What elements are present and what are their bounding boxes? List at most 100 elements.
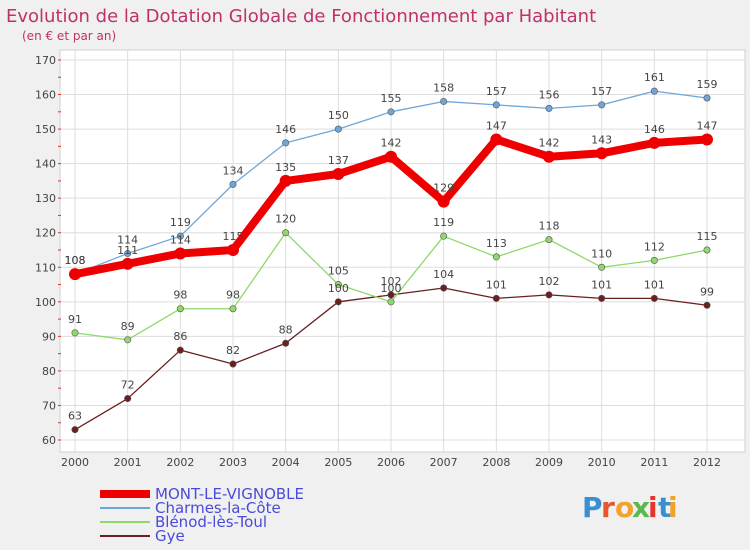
data-point [598, 294, 606, 302]
data-point [545, 236, 553, 244]
data-point [387, 108, 395, 116]
data-label: 110 [591, 247, 612, 260]
y-tick-label: 100 [35, 296, 56, 309]
data-label: 104 [433, 268, 454, 281]
data-point [334, 298, 342, 306]
data-label: 157 [591, 85, 612, 98]
y-tick-label: 70 [42, 399, 56, 412]
data-point [650, 256, 658, 264]
data-point [71, 329, 79, 337]
data-point [332, 168, 345, 180]
data-point [334, 125, 342, 133]
x-tick-label: 2009 [535, 456, 563, 469]
data-point [124, 249, 132, 257]
data-point [437, 195, 450, 208]
data-label: 142 [381, 137, 402, 150]
data-point [701, 133, 713, 146]
data-label: 120 [275, 213, 296, 226]
x-tick-label: 2012 [693, 456, 721, 469]
data-point [545, 104, 553, 112]
plot-area [59, 49, 746, 453]
data-point [229, 360, 237, 368]
data-point [174, 247, 187, 260]
logo-letter: x [632, 491, 650, 524]
data-point [121, 257, 134, 270]
logo-letter: r [601, 491, 615, 524]
logo-letter: o [615, 491, 634, 524]
data-point [648, 136, 661, 149]
x-tick-label: 2004 [272, 456, 300, 469]
logo-letter: t [658, 491, 671, 524]
legend-label: MONT-LE-VIGNOBLE [155, 485, 304, 503]
data-label: 161 [644, 71, 665, 84]
series-group [69, 87, 713, 434]
logo-letter: i [648, 491, 658, 524]
data-point [385, 150, 397, 163]
data-label: 102 [381, 275, 402, 288]
data-label: 91 [68, 313, 82, 326]
data-label: 147 [486, 119, 507, 132]
data-label: 99 [700, 285, 714, 298]
data-point [229, 305, 237, 313]
data-point [650, 294, 658, 302]
data-point [282, 339, 290, 347]
data-label: 82 [226, 344, 240, 357]
data-point [124, 336, 132, 344]
plot-background [59, 49, 746, 453]
data-label: 142 [539, 137, 560, 150]
y-tick-label: 160 [35, 89, 56, 102]
x-tick-label: 2002 [166, 456, 194, 469]
y-tick-label: 140 [35, 158, 56, 171]
data-label: 100 [328, 282, 349, 295]
data-label: 108 [65, 254, 86, 267]
x-tick-label: 2010 [588, 456, 616, 469]
data-point [176, 305, 184, 313]
data-label: 157 [486, 85, 507, 98]
data-label: 134 [223, 164, 244, 177]
data-point [440, 284, 448, 292]
data-label: 101 [591, 278, 612, 291]
axes: 60 70 80 90 100 110 120 130 140 150 160 170 2000 2001… [35, 54, 721, 469]
data-point [71, 426, 79, 434]
data-point [490, 133, 503, 146]
data-point [334, 281, 342, 289]
chart-title: Evolution de la Dotation Globale de Fonc… [6, 6, 596, 27]
data-label: 119 [433, 216, 454, 229]
data-label: 115 [697, 230, 718, 243]
chart-subtitle: (en € et par an) [22, 29, 116, 43]
legend: MONT-LE-VIGNOBLECharmes-la-CôteBlénod-lè… [100, 485, 304, 545]
y-tick-label: 130 [35, 192, 56, 205]
data-label: 63 [68, 410, 82, 423]
y-tick-label: 170 [35, 54, 56, 67]
data-label: 114 [117, 233, 138, 246]
data-label: 159 [697, 78, 718, 91]
x-tick-label: 2000 [61, 456, 89, 469]
data-point [545, 291, 553, 299]
data-label: 72 [121, 379, 135, 392]
data-label: 98 [226, 289, 240, 302]
logo-letter: P [582, 491, 603, 524]
data-point [279, 174, 292, 187]
data-label: 108 [65, 254, 86, 267]
data-point [387, 291, 395, 299]
data-point [69, 268, 81, 281]
data-point [229, 180, 237, 188]
data-label: 86 [173, 330, 187, 343]
data-label: 101 [644, 278, 665, 291]
data-label: 98 [173, 289, 187, 302]
legend-label: Blénod-lès-Toul [155, 513, 267, 531]
y-tick-label: 110 [35, 261, 56, 274]
data-point [595, 147, 608, 160]
data-label: 150 [328, 109, 349, 122]
data-point [703, 94, 711, 102]
data-point [282, 139, 290, 147]
data-label: 129 [433, 182, 454, 195]
x-tick-label: 2005 [324, 456, 352, 469]
data-point [387, 298, 395, 306]
data-label: 111 [117, 244, 138, 257]
data-point [598, 263, 606, 271]
data-point [543, 150, 555, 163]
data-label: 89 [121, 320, 135, 333]
